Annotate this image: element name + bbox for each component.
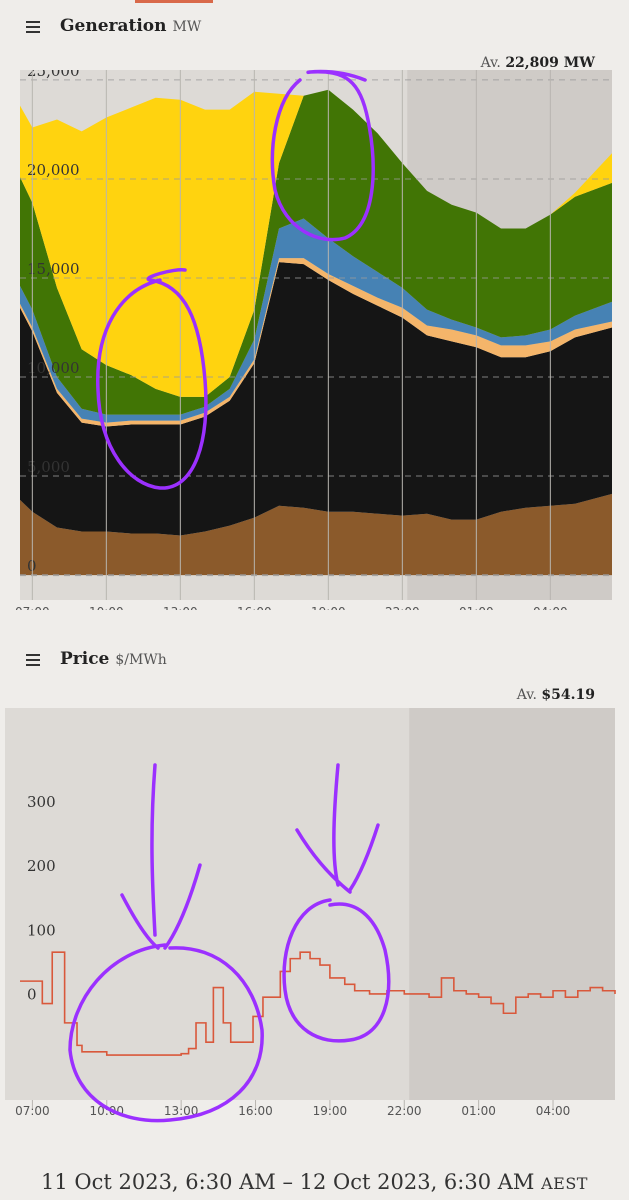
price-y-tick: 100: [27, 921, 56, 939]
generation-area-3: [20, 218, 612, 423]
price-unit: $/MWh: [115, 652, 167, 668]
generation-area-0: [20, 493, 612, 576]
price-average-value: $54.19: [541, 687, 595, 703]
price-title-text: Price: [60, 649, 110, 669]
date-range: 11 Oct 2023, 6:30 AM – 12 Oct 2023, 6:30…: [0, 1170, 629, 1194]
price-header: Price $/MWh Av. $54.19: [0, 645, 629, 703]
generation-x-tick: 04:00: [533, 605, 568, 610]
generation-average-value: 22,809 MW: [505, 55, 595, 71]
price-average-label: Av.: [516, 687, 537, 703]
generation-unit: MW: [172, 19, 202, 35]
generation-x-tick: 19:00: [311, 605, 346, 610]
price-chart[interactable]: 300 200 100 0 07:00 10:00 13:00 16:00 19:00 22:00…: [0, 700, 629, 1130]
timezone-label: AEST: [541, 1174, 588, 1193]
price-x-tick: 01:00: [461, 1104, 496, 1118]
generation-x-tick: 01:00: [459, 605, 494, 610]
generation-y-tick: 10,000: [27, 359, 80, 377]
generation-y-tick: 20,000: [27, 161, 80, 179]
generation-y-tick: 15,000: [27, 260, 80, 278]
generation-average: Av. 22,809 MW: [481, 55, 595, 71]
price-night-shading: [409, 708, 615, 1100]
generation-header: Generation MW Av. 22,809 MW: [0, 12, 629, 71]
price-x-tick: 16:00: [238, 1104, 273, 1118]
generation-chart[interactable]: 25,000 20,000 15,000 10,000 5,000 0 07:00 10:00…: [0, 70, 629, 610]
generation-title: Generation MW: [60, 16, 201, 36]
price-x-tick: 22:00: [387, 1104, 422, 1118]
price-y-tick: 200: [27, 857, 56, 875]
price-y-tick: 300: [27, 793, 56, 811]
generation-x-tick: 07:00: [15, 605, 50, 610]
generation-y-tick: 5,000: [27, 458, 70, 476]
generation-y-tick: 0: [27, 557, 37, 575]
price-x-tick: 04:00: [536, 1104, 571, 1118]
price-x-tick: 10:00: [89, 1104, 124, 1118]
generation-y-tick: 25,000: [27, 70, 80, 80]
price-average: Av. $54.19: [517, 687, 595, 703]
generation-x-tick: 10:00: [89, 605, 124, 610]
menu-icon[interactable]: [26, 21, 40, 33]
generation-x-tick: 16:00: [237, 605, 272, 610]
date-range-text: 11 Oct 2023, 6:30 AM – 12 Oct 2023, 6:30…: [41, 1170, 535, 1194]
price-x-tick: 19:00: [313, 1104, 348, 1118]
active-tab-indicator: [135, 0, 213, 3]
generation-x-tick: 13:00: [163, 605, 198, 610]
generation-title-text: Generation: [60, 16, 167, 36]
menu-icon[interactable]: [26, 654, 40, 666]
price-title: Price $/MWh: [60, 649, 167, 669]
price-x-tick: 07:00: [15, 1104, 50, 1118]
generation-average-label: Av.: [480, 55, 501, 71]
price-x-tick: 13:00: [164, 1104, 199, 1118]
generation-x-tick: 22:00: [385, 605, 420, 610]
price-y-tick: 0: [27, 986, 37, 1004]
